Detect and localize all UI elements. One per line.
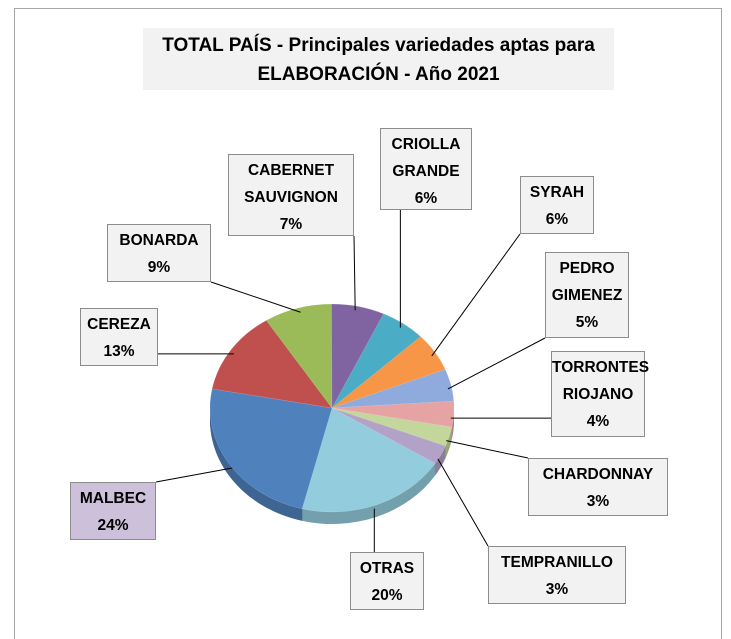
category-label: TEMPRANILLO (501, 554, 613, 571)
category-label: TORRONTES RIOJANO (552, 359, 650, 403)
leader-line (446, 440, 529, 459)
data-label: PEDRO GIMENEZ 5% (545, 252, 629, 338)
category-label: OTRAS (359, 560, 415, 577)
slice (331, 407, 453, 447)
slice (331, 400, 455, 428)
value-label: 6% (414, 190, 438, 207)
data-label: TEMPRANILLO 3% (488, 546, 626, 604)
slice (301, 407, 436, 513)
data-label: CEREZA 13% (80, 308, 158, 366)
category-label: CRIOLLA GRANDE (391, 136, 461, 180)
leader-line (431, 233, 521, 357)
slice (209, 388, 333, 510)
category-label: CEREZA (87, 316, 151, 333)
slice (331, 313, 422, 409)
value-label: 3% (545, 581, 569, 598)
data-label: CABERNET SAUVIGNON 7% (228, 154, 354, 236)
category-label: MALBEC (79, 490, 147, 507)
data-label: BONARDA 9% (107, 224, 211, 282)
value-label: 4% (586, 413, 610, 430)
data-label: CRIOLLA GRANDE 6% (380, 128, 472, 210)
category-label: PEDRO GIMENEZ (551, 260, 623, 304)
category-label: BONARDA (119, 232, 199, 249)
data-label: CHARDONNAY 3% (528, 458, 668, 516)
data-label: OTRAS 20% (350, 552, 424, 610)
leader-line (353, 235, 356, 311)
leader-line (155, 467, 233, 483)
value-label: 9% (147, 259, 171, 276)
value-label: 7% (279, 216, 303, 233)
leader-line (447, 337, 546, 390)
slice (331, 369, 455, 409)
value-label: 20% (371, 587, 403, 604)
data-label: SYRAH 6% (520, 176, 594, 234)
value-label: 24% (97, 517, 129, 534)
leader-line (437, 458, 489, 547)
value-label: 13% (103, 343, 135, 360)
value-label: 5% (575, 314, 599, 331)
value-label: 3% (586, 493, 610, 510)
data-label: TORRONTES RIOJANO 4% (551, 351, 650, 437)
category-label: CABERNET SAUVIGNON (244, 162, 338, 206)
chart-border (14, 8, 722, 639)
slice (265, 303, 333, 409)
leader-line (210, 281, 301, 313)
category-label: CHARDONNAY (542, 466, 654, 483)
chart-title: TOTAL PAÍS - Principales variedades apta… (143, 28, 614, 90)
slice (211, 320, 333, 409)
data-label: MALBEC 24% (70, 482, 156, 540)
slice (331, 407, 446, 464)
category-label: SYRAH (529, 184, 585, 201)
value-label: 6% (545, 211, 569, 228)
slice (331, 303, 384, 409)
